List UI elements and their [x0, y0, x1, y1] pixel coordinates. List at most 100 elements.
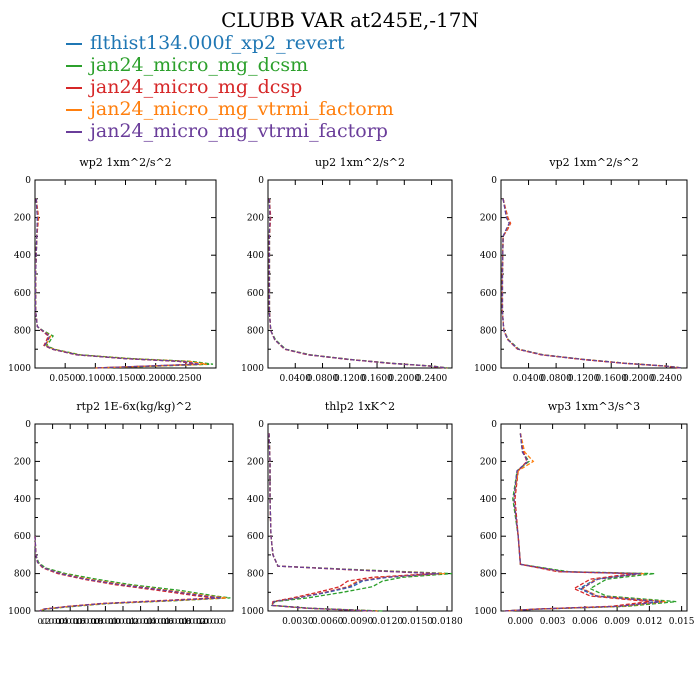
x-tick-label: 0.1600	[595, 374, 627, 384]
series-line	[504, 433, 677, 612]
plot-frame	[500, 179, 688, 369]
legend-swatch	[66, 43, 82, 45]
series-line	[504, 433, 666, 612]
x-tick-label: 0.0400000	[55, 617, 85, 626]
series-line	[504, 433, 663, 612]
series-line	[501, 198, 681, 369]
series-line	[34, 198, 207, 369]
y-tick-label: 1000	[474, 364, 497, 374]
y-tick-label: 200	[480, 214, 497, 224]
figure-title: CLUBB VAR at245E,-17N	[221, 8, 479, 32]
y-tick-label: 0	[258, 420, 264, 430]
chart-panel: up2 1xm^2/s^2 0 200 400 600 800 1000 0.04000.08…	[241, 156, 453, 384]
x-tick-label: 0.1200000	[126, 617, 156, 626]
y-tick-label: 400	[480, 251, 497, 261]
series-line	[34, 198, 200, 369]
legend-swatch	[66, 109, 82, 111]
x-tick-label: 0.2000	[140, 374, 172, 384]
x-tick-label: 0.0800000	[90, 617, 120, 626]
y-tick-label: 400	[247, 251, 264, 261]
legend: flthist134.000f_xp2_revert jan24_micro_m…	[66, 32, 394, 142]
panel-title: thlp2 1xK^2	[325, 400, 395, 413]
chart-panel: thlp2 1xK^2 0 200 400 600 800 1000 0.00300.0060…	[241, 400, 463, 627]
series-line	[268, 198, 448, 369]
x-tick-label: 0.0500	[49, 374, 81, 384]
x-tick-label: 0.2500	[170, 374, 202, 384]
y-tick-label: 400	[14, 495, 31, 505]
series-line	[268, 433, 453, 612]
plot-frame	[34, 423, 234, 612]
x-tick-label: 0.009	[604, 617, 630, 627]
x-tick-label: 0.1400000	[143, 617, 173, 626]
x-tick-label: 0.0600000	[73, 617, 103, 626]
x-tick-label: 0.0200000	[38, 617, 68, 626]
plot-frame	[34, 179, 217, 369]
series-line	[501, 198, 682, 369]
series-line	[34, 536, 222, 612]
y-tick-label: 600	[480, 289, 497, 299]
y-tick-label: 800	[247, 570, 264, 580]
series-line	[501, 198, 683, 369]
legend-item: jan24_micro_mg_dcsp	[66, 76, 394, 98]
series-line	[501, 198, 682, 369]
y-tick-label: 800	[14, 326, 31, 336]
y-tick-label: 400	[14, 251, 31, 261]
y-tick-label: 0	[258, 176, 264, 186]
x-tick-label: 0.2000000	[196, 617, 226, 626]
y-tick-label: 0	[491, 176, 497, 186]
x-tick-label: 0.2000	[623, 374, 655, 384]
panel-title: vp2 1xm^2/s^2	[548, 156, 638, 169]
series-line	[268, 198, 448, 369]
x-tick-label: 0.2400	[416, 374, 448, 384]
legend-label: jan24_micro_mg_dcsp	[90, 76, 303, 98]
legend-item: jan24_micro_mg_vtrmi_factorm	[66, 98, 394, 120]
x-tick-label: 0.2000	[389, 374, 421, 384]
x-tick-label: 0.015	[669, 617, 695, 627]
x-tick-label: 0.1200	[334, 374, 366, 384]
x-tick-label: 0.0400	[513, 374, 545, 384]
y-tick-label: 1000	[8, 364, 31, 374]
y-tick-label: 0	[25, 176, 31, 186]
y-tick-label: 800	[480, 570, 497, 580]
y-tick-label: 600	[14, 289, 31, 299]
series-line	[268, 433, 443, 612]
y-tick-label: 600	[14, 532, 31, 542]
y-tick-label: 200	[247, 457, 264, 467]
series-line	[268, 198, 446, 369]
series-line	[34, 198, 214, 369]
chart-panel: wp3 1xm^3/s^3 0 200 400 600 800 1000 0.000 0.003…	[474, 400, 695, 627]
legend-item: jan24_micro_mg_vtrmi_factorp	[66, 120, 394, 142]
x-tick-label: 0.0800	[540, 374, 572, 384]
y-tick-label: 0	[25, 420, 31, 430]
legend-label: jan24_micro_mg_vtrmi_factorm	[90, 98, 394, 120]
series-line	[504, 433, 650, 612]
y-tick-label: 200	[14, 457, 31, 467]
series-line	[268, 198, 447, 369]
plot-frame	[500, 423, 688, 612]
y-tick-label: 800	[14, 570, 31, 580]
legend-item: jan24_micro_mg_dcsm	[66, 54, 394, 76]
x-tick-label: 0.000	[507, 617, 533, 627]
x-tick-label: 0.1800000	[178, 617, 208, 626]
y-tick-label: 600	[480, 532, 497, 542]
legend-swatch	[66, 131, 82, 133]
x-tick-label: 0.0030	[282, 617, 314, 627]
x-tick-label: 0.1600	[361, 374, 393, 384]
y-tick-label: 200	[247, 214, 264, 224]
legend-label: jan24_micro_mg_vtrmi_factorp	[90, 120, 388, 142]
y-tick-label: 400	[480, 495, 497, 505]
x-tick-label: 0.0180	[431, 617, 463, 627]
panel-title: rtp2 1E-6x(kg/kg)^2	[76, 400, 191, 413]
legend-swatch	[66, 87, 82, 89]
y-tick-label: 1000	[241, 607, 264, 617]
x-tick-label: 0.2400	[651, 374, 683, 384]
y-tick-label: 1000	[474, 607, 497, 617]
chart-panel: vp2 1xm^2/s^2 0 200 400 600 800 1000 0.04000.08…	[474, 156, 688, 384]
x-tick-label: 0.0400	[280, 374, 312, 384]
panel-title: wp3 1xm^3/s^3	[548, 400, 640, 413]
x-tick-label: 0.012	[636, 617, 662, 627]
x-tick-label: 0.003	[540, 617, 566, 627]
panel-title: up2 1xm^2/s^2	[315, 156, 405, 169]
x-tick-label: 0.0060	[312, 617, 344, 627]
